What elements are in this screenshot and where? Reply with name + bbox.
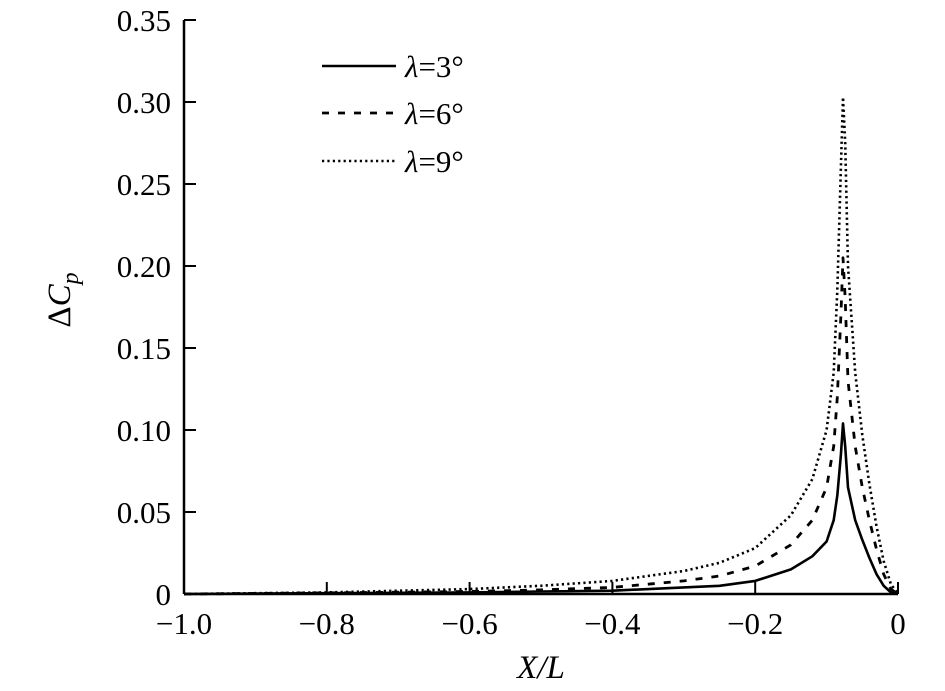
x-tick-label: 0 xyxy=(890,606,906,641)
x-tick-label: −0.4 xyxy=(584,606,641,641)
axes xyxy=(182,20,898,596)
y-tick-label: 0.30 xyxy=(117,85,171,120)
y-axis-ticks: 0 0.05 0.10 0.15 0.20 0.25 0.30 0.35 xyxy=(117,3,196,612)
series-line-2 xyxy=(183,256,899,596)
y-tick-label: 0.05 xyxy=(117,495,171,530)
x-tick-label: −0.8 xyxy=(299,606,355,641)
y-tick-label: 0.10 xyxy=(117,413,171,448)
legend-label-1: λ=3° xyxy=(404,49,464,84)
series-layer xyxy=(183,95,900,596)
x-tick-label: −0.6 xyxy=(441,606,497,641)
series-line-3 xyxy=(183,95,900,596)
y-tick-label: 0.15 xyxy=(117,331,171,366)
legend: λ=3° λ=6° λ=9° xyxy=(322,49,464,179)
x-axis-ticks: −1.0 −0.8 −0.6 −0.4 −0.2 0 xyxy=(156,582,906,641)
series-line-1 xyxy=(183,422,899,596)
x-tick-label: −1.0 xyxy=(156,606,212,641)
y-tick-label: 0.35 xyxy=(117,3,171,38)
x-tick-label: −0.2 xyxy=(727,606,783,641)
y-tick-label: 0.25 xyxy=(117,167,171,202)
y-tick-label: 0 xyxy=(156,577,172,612)
legend-label-3: λ=9° xyxy=(404,144,464,179)
x-axis-title: X/L xyxy=(515,650,565,686)
legend-label-2: λ=6° xyxy=(404,96,464,131)
y-axis-title: ΔCp xyxy=(42,272,84,327)
y-tick-label: 0.20 xyxy=(117,249,171,284)
